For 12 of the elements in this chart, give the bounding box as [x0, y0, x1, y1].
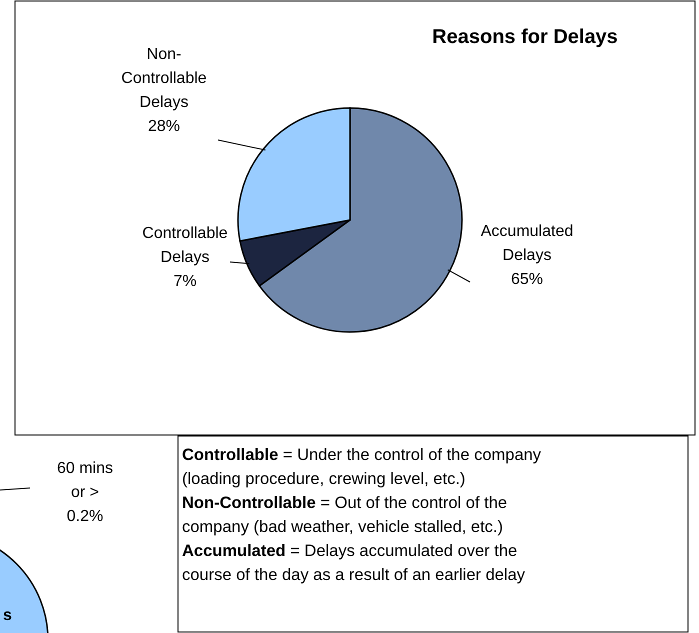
data-label: 28%	[148, 118, 180, 135]
slice-label: Accumulated Delays	[480, 223, 574, 264]
slice-label: Controllable Delays	[142, 225, 228, 266]
slice-label: Non- Controllable Delays	[121, 46, 207, 111]
data-label: 65%	[510, 271, 544, 288]
text: Accumulated = Delays accumulated over the course of the day as a result of an earlier delay	[182, 542, 526, 584]
text: 60 mins or > 0.2%	[56, 460, 114, 525]
text: Non-Controllable = Out of the control of the company (bad weather, vehicle stalled, etc.)	[182, 494, 508, 536]
text: Controllable = Under the control of the company (loading procedure, crewing level, etc.)	[182, 446, 542, 488]
data-label: 7%	[173, 273, 197, 290]
chart-title: Reasons for Delays	[432, 26, 618, 48]
text: s	[3, 607, 12, 624]
